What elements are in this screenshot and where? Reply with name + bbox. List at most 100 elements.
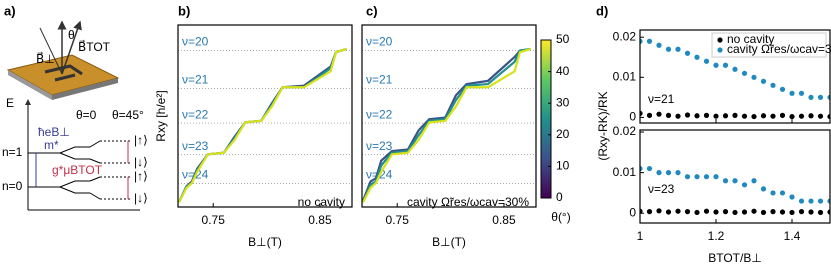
level-n0-split: [100, 176, 130, 200]
point: [789, 194, 795, 200]
point: [741, 70, 748, 76]
theta45-label: θ=45°: [112, 108, 144, 122]
point: [640, 110, 643, 116]
point: [817, 94, 824, 100]
y-tick-label: ν=20: [366, 35, 393, 49]
plot: 0 0.01 0.02 1 1.2 1.4 BTOT/B⊥ ν=23: [613, 124, 831, 265]
y-tick-label: ν=21: [366, 73, 393, 87]
ket: |↓⟩: [134, 155, 148, 169]
point: [646, 209, 653, 215]
point: [675, 46, 681, 52]
ket: |↑⟩: [134, 133, 148, 147]
panel-label: c): [366, 3, 378, 18]
point: [703, 208, 710, 214]
annotation: ν=23: [648, 182, 675, 196]
x-axis-label: B⊥(T): [432, 235, 466, 249]
point: [703, 174, 710, 180]
point: [798, 113, 805, 119]
point: [827, 94, 830, 100]
point: [722, 62, 729, 68]
point: [675, 113, 681, 119]
point: [675, 170, 681, 176]
point: [770, 113, 776, 119]
x-tick-label: 0.85: [492, 213, 516, 227]
y-tick-label: 0.01: [613, 69, 637, 83]
energy-label: E: [6, 96, 14, 110]
curve: [178, 47, 347, 203]
y-tick-label: 0.02: [613, 29, 637, 43]
point: [640, 165, 643, 172]
colorbar-label: θ(°): [551, 210, 570, 224]
point: [713, 174, 719, 180]
point: [789, 90, 795, 96]
y-tick-label: ν=20: [182, 35, 209, 49]
point: [770, 209, 776, 215]
point: [751, 74, 757, 80]
y-tick-label: 0: [629, 205, 636, 219]
point: [827, 198, 830, 204]
legend-box: [711, 32, 827, 58]
sample-side: [8, 70, 52, 100]
point: [656, 208, 662, 214]
x-tick-label: 1: [637, 229, 644, 243]
point: [656, 42, 662, 48]
annotation: cavity Ω̃res/ωcav=30%: [407, 195, 529, 209]
x-tick-label: 1.4: [784, 229, 801, 243]
point: [656, 111, 662, 117]
point: [798, 198, 805, 204]
legend-label: no cavity: [727, 32, 774, 46]
btot-label: B⃗TOT: [78, 39, 111, 54]
point: [713, 62, 719, 68]
colorbar-tick-label: 50: [556, 32, 570, 46]
point: [732, 178, 738, 184]
point: [760, 113, 767, 119]
point: [665, 209, 672, 215]
point: [808, 198, 814, 204]
legend-label: cavity Ω̃res/ωcav=30%: [727, 42, 831, 56]
point: [665, 46, 672, 52]
point: [703, 112, 710, 118]
ket: |↑⟩: [134, 169, 148, 183]
point: [732, 209, 738, 216]
point: [694, 113, 700, 119]
series-group: [178, 47, 347, 203]
ket: |↓⟩: [134, 191, 148, 205]
series-group: [362, 47, 531, 203]
point: [779, 86, 786, 92]
x-tick-label: 0.75: [202, 213, 226, 227]
point: [722, 178, 729, 184]
arrow-btot: [61, 20, 82, 75]
point: [640, 208, 643, 214]
panel-label: b): [178, 3, 190, 18]
point: [684, 174, 691, 180]
point: [741, 209, 748, 215]
frame: [177, 24, 353, 208]
panel-a: a) θ B⃗TOT B⃗⊥ θ=0 θ=45° E n=1 n=0 ħeB⊥ …: [2, 3, 148, 211]
cyclotron-label: m*: [44, 138, 59, 152]
y-tick-label: ν=21: [182, 73, 209, 87]
x-axis-label: B⊥(T): [248, 235, 282, 249]
annotation: no cavity: [298, 195, 345, 209]
y-tick-label: 0.02: [613, 124, 637, 138]
y-tick-label: ν=23: [182, 139, 209, 153]
series-group: [640, 38, 830, 120]
sample-side: [52, 78, 118, 100]
x-tick-label: 1.2: [708, 229, 725, 243]
colorbar-tick-label: 40: [556, 64, 570, 78]
point: [808, 209, 814, 215]
bperp-label: B⃗⊥: [36, 51, 55, 66]
legend-marker: [717, 47, 723, 53]
point: [694, 54, 700, 60]
point: [684, 112, 691, 118]
point: [665, 112, 672, 118]
point: [741, 182, 748, 188]
point: [808, 94, 814, 100]
y-axis-label: (Rxy-RK)/RK: [596, 91, 610, 160]
curve: [362, 47, 531, 203]
point: [827, 209, 830, 215]
theta0-label: θ=0: [76, 108, 97, 122]
point: [751, 113, 757, 120]
series-group: [640, 165, 830, 216]
point: [646, 165, 653, 172]
